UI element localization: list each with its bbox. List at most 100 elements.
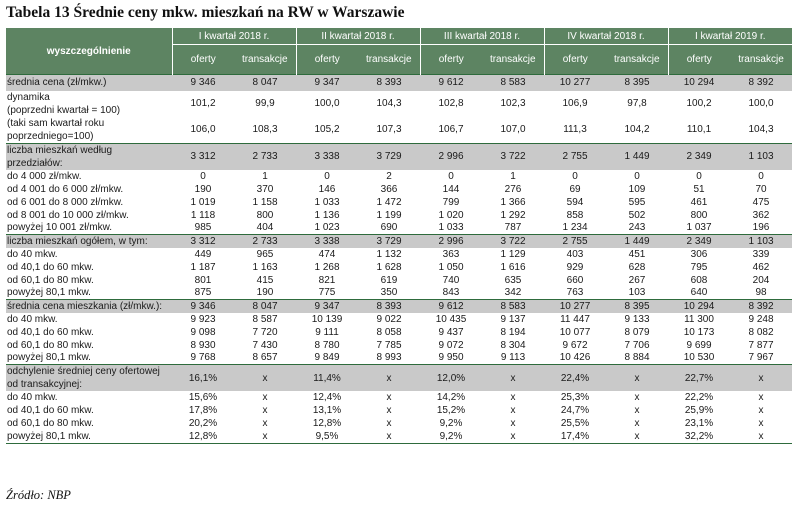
cell-value: 1 — [510, 170, 516, 182]
cell-value: x — [758, 392, 764, 403]
cell-value: 8 993 — [376, 352, 402, 364]
cell-value: 740 — [442, 274, 460, 286]
cell-value: 3 338 — [296, 142, 358, 170]
row-label: (taki sam kwartał roku poprzedniego=100) — [7, 117, 105, 142]
cell-value: 0 — [758, 170, 764, 182]
cell-value: x — [482, 430, 544, 444]
cell-value: 10 426 — [559, 352, 591, 364]
cell-value: 1 020 — [438, 209, 464, 221]
row-label: od 6 001 do 8 000 zł/mkw. — [7, 196, 124, 208]
cell-value: 25,9% — [684, 405, 714, 416]
cell-value: 2 733 — [234, 142, 296, 170]
cell-value: 775 — [318, 287, 336, 299]
header-quarter: II kwartał 2018 r. — [295, 28, 420, 45]
cell-value: 1 616 — [500, 261, 526, 273]
cell-value: 2 996 — [420, 142, 482, 170]
cell-value: 8 058 — [376, 326, 402, 338]
row-label: powyżej 10 001 zł/mkw. — [7, 222, 113, 234]
header-sub-offers: oferty — [171, 44, 234, 75]
cell-value: 502 — [628, 209, 646, 221]
cell-value: x — [758, 405, 764, 416]
cell-value: 1 158 — [252, 196, 278, 208]
cell-value: 20,2% — [188, 418, 218, 429]
cell-value: 2 — [386, 170, 392, 182]
cell-value: 449 — [194, 248, 212, 260]
cell-value: 1 — [262, 170, 268, 182]
cell-value: 104,3 — [748, 124, 774, 135]
cell-value: 8 079 — [624, 326, 650, 338]
cell-value: 2 733 — [234, 234, 296, 248]
cell-value: x — [634, 392, 640, 403]
header-quarter: I kwartał 2018 r. — [171, 28, 296, 45]
cell-value: 7 720 — [252, 326, 278, 338]
cell-value: 9 111 — [315, 326, 339, 338]
cell-value: x — [634, 418, 640, 429]
cell-value: 70 — [755, 183, 767, 195]
cell-value: 12,0% — [420, 364, 482, 391]
cell-value: 8 393 — [358, 74, 420, 91]
cell-value: x — [262, 392, 268, 403]
row-label: powyżej 80,1 mkw. — [7, 287, 91, 299]
cell-value: x — [730, 430, 792, 444]
cell-value: 8 395 — [606, 299, 668, 313]
cell-value: 9 923 — [190, 313, 216, 325]
cell-value: 3 722 — [482, 234, 544, 248]
cell-value: x — [234, 430, 296, 444]
cell-value: 243 — [628, 222, 646, 234]
cell-value: 763 — [566, 287, 584, 299]
cell-value: 801 — [194, 274, 212, 286]
cell-value: 9 437 — [438, 326, 464, 338]
cell-value: 8 304 — [500, 339, 526, 351]
cell-value: 10 277 — [544, 74, 606, 91]
cell-value: 8 884 — [624, 352, 650, 364]
cell-value: 461 — [690, 196, 708, 208]
cell-value: 10 139 — [311, 313, 343, 325]
table-row: od 4 001 do 6 000 zł/mkw. 190 370 146 366 144… — [6, 183, 792, 196]
header-sub-offers: oferty — [419, 44, 482, 75]
cell-value: 111,3 — [563, 124, 587, 135]
cell-value: 9 950 — [438, 352, 464, 364]
header-sub-transactions: transakcje — [234, 44, 296, 75]
cell-value: 8 047 — [234, 299, 296, 313]
cell-value: 795 — [690, 261, 708, 273]
cell-value: 3 312 — [172, 234, 234, 248]
cell-value: 0 — [634, 170, 640, 182]
cell-value: 3 722 — [482, 142, 544, 170]
cell-value: 1 366 — [500, 196, 526, 208]
cell-value: 403 — [566, 248, 584, 260]
cell-value: 15,2% — [436, 405, 466, 416]
cell-value: 1 037 — [686, 222, 712, 234]
cell-value: x — [606, 430, 668, 444]
cell-value: 1 103 — [730, 142, 792, 170]
table-row: do 40 mkw. 9 923 8 587 10 139 9 022 10 435 9 1… — [6, 313, 792, 326]
cell-value: 858 — [566, 209, 584, 221]
table-row: powyżej 80,1 mkw. 875 190 775 350 843 342 763 10… — [6, 287, 792, 300]
cell-value: 7 877 — [748, 339, 774, 351]
table-row: od 6 001 do 8 000 zł/mkw. 1 019 1 158 1 033… — [6, 196, 792, 209]
cell-value: 110,1 — [686, 124, 712, 135]
cell-value: 1 199 — [376, 209, 402, 221]
cell-value: 2 349 — [668, 142, 730, 170]
cell-value: 13,1% — [312, 405, 342, 416]
cell-value: 10 294 — [668, 299, 730, 313]
cell-value: 8 392 — [730, 74, 792, 91]
cell-value: 14,2% — [436, 392, 466, 403]
cell-value: 9 137 — [500, 313, 526, 325]
table-row: (taki sam kwartał roku poprzedniego=100) 1… — [6, 117, 792, 144]
row-label: liczba mieszkań według przedziałów: — [6, 142, 172, 170]
cell-value: 22,4% — [544, 364, 606, 391]
table-body: średnia cena (zł/mkw.) 9 346 8 047 9 347 8 3… — [6, 74, 792, 444]
cell-value: 660 — [566, 274, 584, 286]
cell-value: 1 132 — [376, 248, 402, 260]
cell-value: 23,1% — [684, 418, 714, 429]
cell-value: 8 194 — [500, 326, 526, 338]
cell-value: 1 050 — [438, 261, 464, 273]
cell-value: 11,4% — [296, 364, 358, 391]
cell-value: 1 163 — [252, 261, 278, 273]
cell-value: 17,4% — [544, 430, 606, 444]
cell-value: 1 136 — [314, 209, 340, 221]
table-row: średnia cena mieszkania (zł/mkw.): 9 346 8… — [6, 299, 792, 313]
cell-value: 7 785 — [376, 339, 402, 351]
cell-value: 1 033 — [438, 222, 464, 234]
cell-value: 1 292 — [500, 209, 526, 221]
